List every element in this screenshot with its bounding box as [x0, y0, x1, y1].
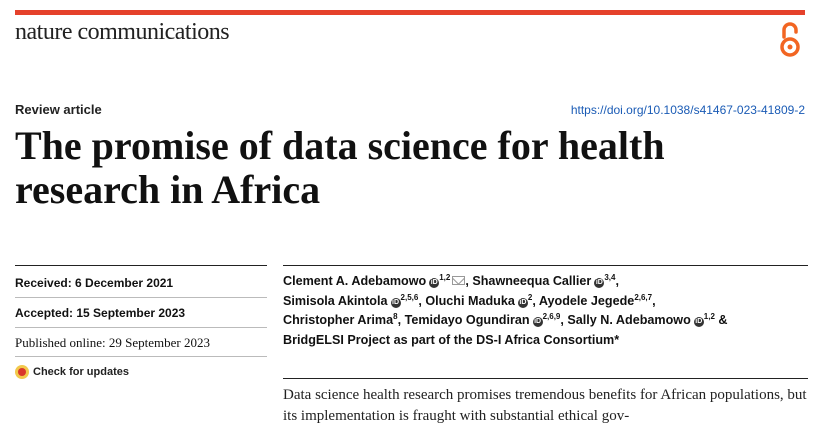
- article-title: The promise of data science for health r…: [15, 123, 665, 212]
- divider: [283, 378, 808, 379]
- author-name[interactable]: Ayodele Jegede: [538, 293, 635, 308]
- affiliation-sup: 3,4: [604, 273, 616, 282]
- divider: [15, 356, 267, 357]
- divider: [15, 297, 267, 298]
- author-name[interactable]: Simisola Akintola: [283, 293, 388, 308]
- author-list: Clement A. Adebamowo iD1,2, Shawneequa Ca…: [283, 273, 728, 347]
- orcid-icon[interactable]: iD: [517, 297, 528, 308]
- orcid-icon[interactable]: iD: [429, 278, 440, 288]
- author-name[interactable]: Oluchi Maduka: [425, 293, 515, 308]
- accepted-date: Accepted: 15 September 2023: [15, 306, 186, 320]
- author-name[interactable]: Clement A. Adebamowo: [283, 274, 427, 288]
- open-access-icon[interactable]: [775, 19, 805, 59]
- email-icon[interactable]: [452, 276, 466, 285]
- divider: [15, 265, 267, 266]
- author-name[interactable]: Temidayo Ogundiran: [404, 313, 530, 327]
- journal-name[interactable]: nature communications: [15, 19, 230, 45]
- orcid-icon[interactable]: iD: [532, 317, 543, 327]
- affiliation-sup: 2,6,7: [634, 292, 653, 302]
- author-name[interactable]: Shawneequa Callier: [472, 274, 592, 288]
- orcid-icon[interactable]: iD: [594, 278, 605, 288]
- divider: [15, 327, 267, 328]
- affiliation-sup: 2: [527, 292, 533, 302]
- article-type: Review article: [15, 102, 102, 117]
- affiliation-sup: 2,6,9: [542, 312, 561, 321]
- author-name[interactable]: Christopher Arima: [283, 313, 394, 327]
- affiliation-sup: 1,2: [703, 312, 715, 321]
- affiliation-sup: 2,5,6: [400, 292, 419, 302]
- check-updates-label: Check for updates: [33, 366, 129, 378]
- received-date: Received: 6 December 2021: [15, 276, 174, 290]
- crossmark-icon: [15, 365, 29, 379]
- published-date: Published online: 29 September 2023: [15, 335, 210, 350]
- author-consortium[interactable]: BridgELSI Project as part of the DS-I Af…: [283, 332, 620, 347]
- orcid-icon[interactable]: iD: [390, 297, 401, 308]
- doi-link[interactable]: https://doi.org/10.1038/s41467-023-41809…: [570, 103, 805, 117]
- affiliation-sup: 1,2: [439, 273, 451, 282]
- check-updates-button[interactable]: Check for updates: [15, 365, 129, 379]
- author-name[interactable]: Sally N. Adebamowo: [567, 313, 691, 327]
- top-accent-bar: [15, 10, 805, 15]
- divider: [283, 265, 808, 266]
- abstract-text: Data science health research promises tr…: [283, 387, 807, 424]
- affiliation-sup: 8: [393, 312, 398, 321]
- orcid-icon[interactable]: iD: [693, 317, 704, 327]
